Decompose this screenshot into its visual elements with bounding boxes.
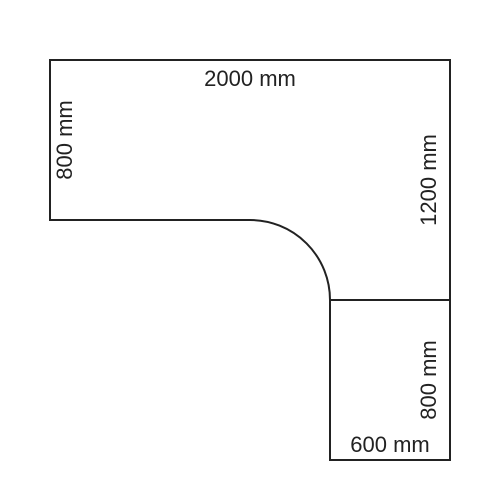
dimension-left: 800 mm <box>52 100 77 179</box>
dimension-diagram: 2000 mm 800 mm 1200 mm 800 mm 600 mm <box>0 0 500 500</box>
dimension-top: 2000 mm <box>204 66 296 91</box>
dimension-right-lower: 800 mm <box>416 340 441 419</box>
dimension-bottom: 600 mm <box>350 432 429 457</box>
desk-outline <box>50 60 450 460</box>
dimension-right-upper: 1200 mm <box>416 134 441 226</box>
